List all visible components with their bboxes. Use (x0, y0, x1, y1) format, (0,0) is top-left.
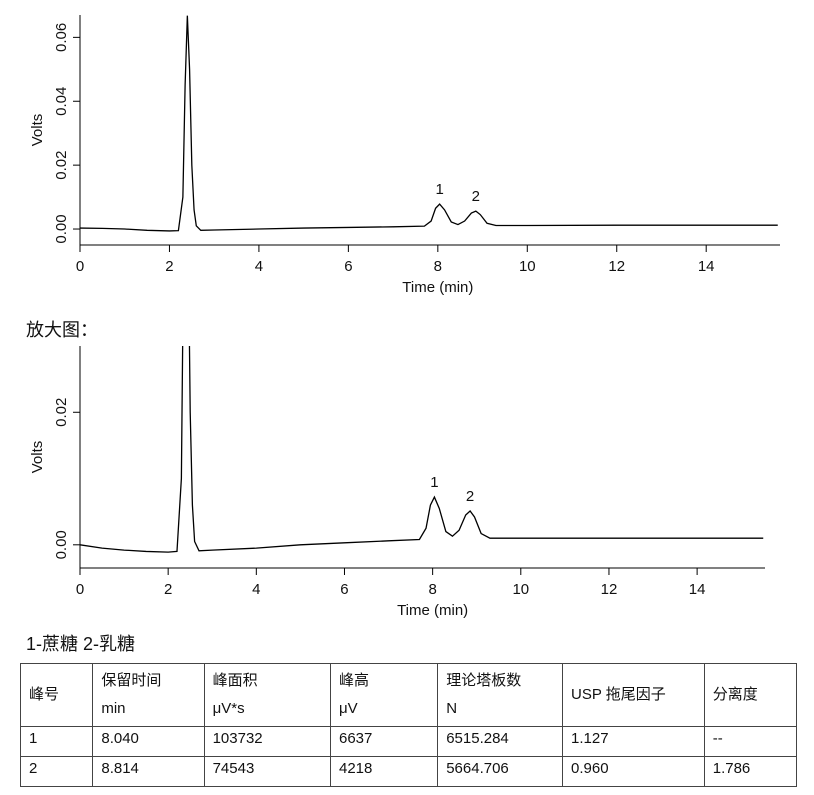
header-text: 理论塔板数 (446, 672, 522, 689)
header-text: μV*s (212, 700, 245, 717)
results-table: 峰号 保留时间 min 峰面积 μV*s 峰高 μV 理论塔板数 N USP 拖尾因子 分离度 1 8.… (19, 663, 798, 787)
peak-label: 2 (472, 188, 480, 205)
x-tick-label: 14 (698, 258, 715, 275)
y-tick-label: 0.06 (53, 23, 70, 52)
data-row: 1 8.040 103732 6637 6515.284 1.127 -- (19, 726, 798, 757)
header-text: 保留时间 (101, 672, 162, 689)
header-cell: 分离度 (703, 663, 798, 727)
cell: 6637 (329, 726, 439, 757)
y-tick-label: 0.02 (53, 398, 70, 427)
header-text: min (101, 700, 126, 717)
peak-label: 1 (430, 474, 438, 491)
trace (80, 15, 778, 232)
x-tick-label: 12 (608, 258, 625, 275)
compound-note: 1-蔗糖 2-乳糖 (26, 634, 136, 654)
x-tick-label: 2 (165, 258, 173, 275)
x-tick-label: 12 (601, 581, 618, 598)
header-cell: 峰高 μV (329, 663, 439, 727)
x-tick-label: 6 (340, 581, 348, 598)
x-tick-label: 14 (689, 581, 706, 598)
x-tick-label: 8 (434, 258, 442, 275)
peak-label: 2 (466, 488, 474, 505)
cell: 103732 (203, 726, 332, 757)
y-tick-label: 0.00 (53, 530, 70, 559)
header-text: 峰号 (29, 686, 60, 703)
cell: -- (703, 726, 798, 757)
peak-label: 1 (435, 181, 443, 198)
y-tick-label: 0.04 (53, 87, 70, 116)
zoom-label: 放大图： (26, 320, 98, 340)
data-row: 2 8.814 74543 4218 5664.706 0.960 1.786 (19, 756, 798, 787)
y-axis-label: Volts (29, 441, 46, 474)
y-axis-label: Volts (29, 114, 46, 147)
y-tick-label: 0.00 (53, 214, 70, 243)
x-tick-label: 0 (76, 581, 84, 598)
header-text: N (446, 700, 458, 717)
x-tick-label: 0 (76, 258, 84, 275)
x-tick-label: 4 (255, 258, 263, 275)
header-row: 峰号 保留时间 min 峰面积 μV*s 峰高 μV 理论塔板数 N USP 拖尾因子 分离度 (19, 663, 798, 727)
cell: 2 (19, 756, 94, 787)
x-axis-label: Time (min) (402, 279, 473, 296)
header-cell: 理论塔板数 N (437, 663, 564, 727)
x-tick-label: 2 (164, 581, 172, 598)
header-text: μV (339, 700, 358, 717)
trace (80, 346, 764, 553)
header-cell: USP 拖尾因子 (562, 663, 705, 727)
cell: 1.786 (703, 756, 798, 787)
header-cell: 峰面积 μV*s (203, 663, 332, 727)
header-cell: 峰号 (19, 663, 94, 727)
x-axis-label: Time (min) (397, 602, 468, 619)
x-tick-label: 10 (512, 581, 529, 598)
cell: 6515.284 (437, 726, 564, 757)
cell: 8.814 (92, 756, 205, 787)
cell: 1.127 (562, 726, 705, 757)
x-tick-label: 4 (252, 581, 260, 598)
header-cell: 保留时间 min (92, 663, 205, 727)
cell: 8.040 (92, 726, 205, 757)
x-tick-label: 8 (428, 581, 436, 598)
cell: 0.960 (562, 756, 705, 787)
x-tick-label: 10 (519, 258, 536, 275)
x-tick-label: 6 (344, 258, 352, 275)
cell: 4218 (329, 756, 439, 787)
header-text: 峰面积 (212, 672, 258, 689)
header-text: USP 拖尾因子 (571, 686, 666, 703)
header-text: 峰高 (339, 672, 370, 689)
cell: 74543 (203, 756, 332, 787)
y-tick-label: 0.02 (53, 151, 70, 180)
cell: 5664.706 (437, 756, 564, 787)
header-text: 分离度 (712, 686, 758, 703)
cell: 1 (19, 726, 94, 757)
